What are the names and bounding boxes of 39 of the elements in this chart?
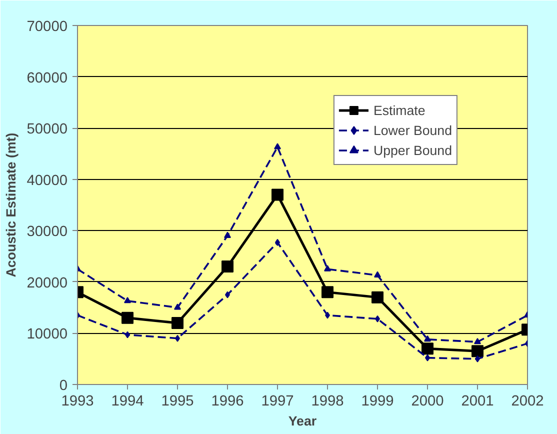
x-tick-label: 2000 [411, 394, 444, 410]
point [172, 316, 184, 329]
x-tick-label: 1996 [211, 394, 244, 410]
point [422, 342, 434, 355]
point [222, 260, 234, 273]
point [122, 312, 134, 324]
x-tick-label: 1998 [311, 394, 344, 410]
point [174, 304, 181, 310]
point [224, 232, 231, 238]
point [424, 335, 431, 342]
y-tick-label: 50000 [26, 122, 68, 138]
x-tick-label: 1993 [61, 394, 94, 410]
x-tick-label: 1999 [361, 394, 394, 410]
point [272, 188, 284, 201]
x-axis-title: Year [288, 414, 317, 428]
legend-label: Estimate [373, 102, 426, 118]
y-tick-label: 20000 [26, 275, 68, 292]
y-tick-label: 30000 [26, 224, 68, 240]
point [124, 296, 131, 304]
x-tick-label: 2001 [461, 394, 494, 410]
point [472, 345, 484, 358]
point [274, 143, 281, 150]
point [324, 265, 331, 272]
x-tick-label: 2002 [511, 394, 544, 410]
y-tick-label: 0 [59, 378, 68, 394]
x-tick-label: 1997 [261, 394, 294, 410]
point [374, 271, 381, 278]
y-tick-label: 40000 [26, 172, 68, 189]
y-tick-label: 70000 [26, 19, 68, 35]
x-tick-label: 1995 [161, 394, 194, 410]
legend-label: Upper Bound [373, 142, 452, 158]
y-tick-label: 10000 [26, 326, 68, 343]
y-tick-label: 60000 [26, 70, 68, 86]
point [474, 338, 481, 344]
x-tick-label: 1994 [111, 394, 144, 410]
point [372, 291, 384, 304]
y-axis-title: Acoustic Estimate (mt) [4, 132, 19, 278]
legend-label: Lower Bound [373, 122, 452, 138]
point [322, 286, 334, 298]
